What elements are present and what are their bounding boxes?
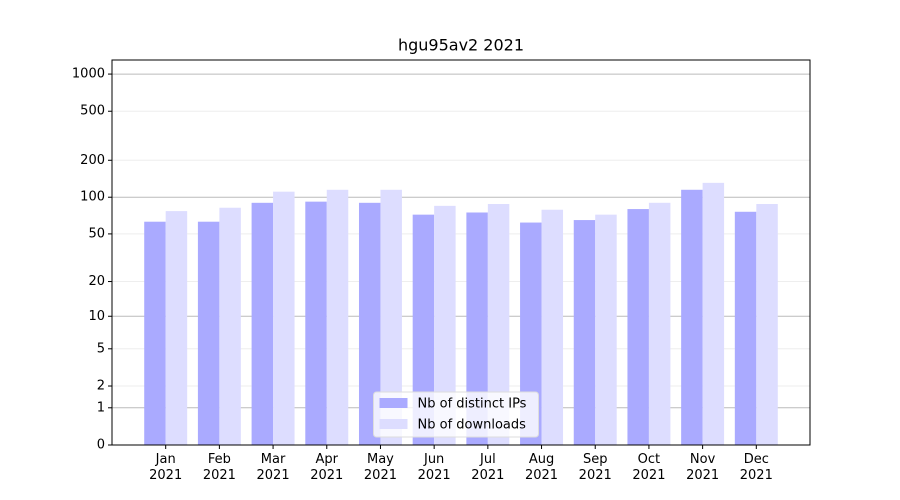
- legend-label: Nb of downloads: [418, 418, 527, 433]
- y-tick-label: 5: [97, 341, 105, 356]
- x-tick-label: Sep 2021: [578, 452, 612, 483]
- x-tick-label: Jan 2021: [149, 452, 183, 483]
- y-tick-label: 1: [97, 400, 105, 415]
- y-tick-label: 0: [97, 438, 105, 453]
- bar: [165, 211, 188, 445]
- legend-swatch: [379, 398, 408, 408]
- legend-box: [373, 391, 539, 438]
- x-tick-label: Jun 2021: [417, 452, 451, 483]
- bar: [487, 204, 510, 445]
- bar: [219, 207, 241, 445]
- bar: [595, 214, 617, 445]
- x-tick-label: Feb 2021: [202, 452, 236, 483]
- bar: [627, 209, 649, 445]
- x-tick-label: Dec 2021: [739, 452, 773, 483]
- legend-label: Nb of distinct IPs: [418, 397, 527, 412]
- bar: [702, 182, 725, 445]
- y-tick-label: 1000: [72, 67, 105, 82]
- bar: [144, 221, 166, 445]
- bar: [305, 201, 327, 445]
- y-tick-label: 2: [97, 379, 105, 394]
- x-tick-label: Oct 2021: [632, 452, 666, 483]
- bar: [380, 189, 402, 445]
- y-tick-label: 10: [88, 309, 105, 324]
- bar: [251, 202, 274, 445]
- bar: [648, 202, 671, 445]
- chart-title: hgu95av2 2021: [398, 36, 524, 55]
- y-tick-label: 100: [80, 190, 105, 205]
- bar: [197, 221, 220, 445]
- y-tick-label: 500: [80, 104, 105, 119]
- bar: [734, 211, 757, 445]
- y-tick-label: 20: [88, 274, 105, 289]
- bar: [573, 220, 596, 445]
- bar: [326, 189, 349, 445]
- x-tick-label: Apr 2021: [310, 452, 344, 483]
- legend-swatch: [379, 419, 408, 429]
- y-tick-label: 200: [80, 153, 105, 168]
- x-tick-label: Mar 2021: [256, 452, 290, 483]
- plot-frame: [111, 59, 811, 446]
- bar: [358, 202, 381, 445]
- y-tick-label: 50: [88, 226, 105, 241]
- bar: [466, 212, 488, 445]
- bar: [273, 191, 295, 445]
- bar: [412, 214, 435, 445]
- bar: [681, 189, 703, 445]
- x-tick-label: Nov 2021: [686, 452, 720, 483]
- bar: [541, 209, 564, 445]
- bar: [756, 204, 778, 445]
- x-tick-label: Aug 2021: [524, 452, 559, 483]
- bar: [520, 222, 542, 445]
- bar: [434, 205, 456, 445]
- x-tick-label: Jul 2021: [471, 452, 505, 483]
- x-tick-label: May 2021: [363, 452, 397, 483]
